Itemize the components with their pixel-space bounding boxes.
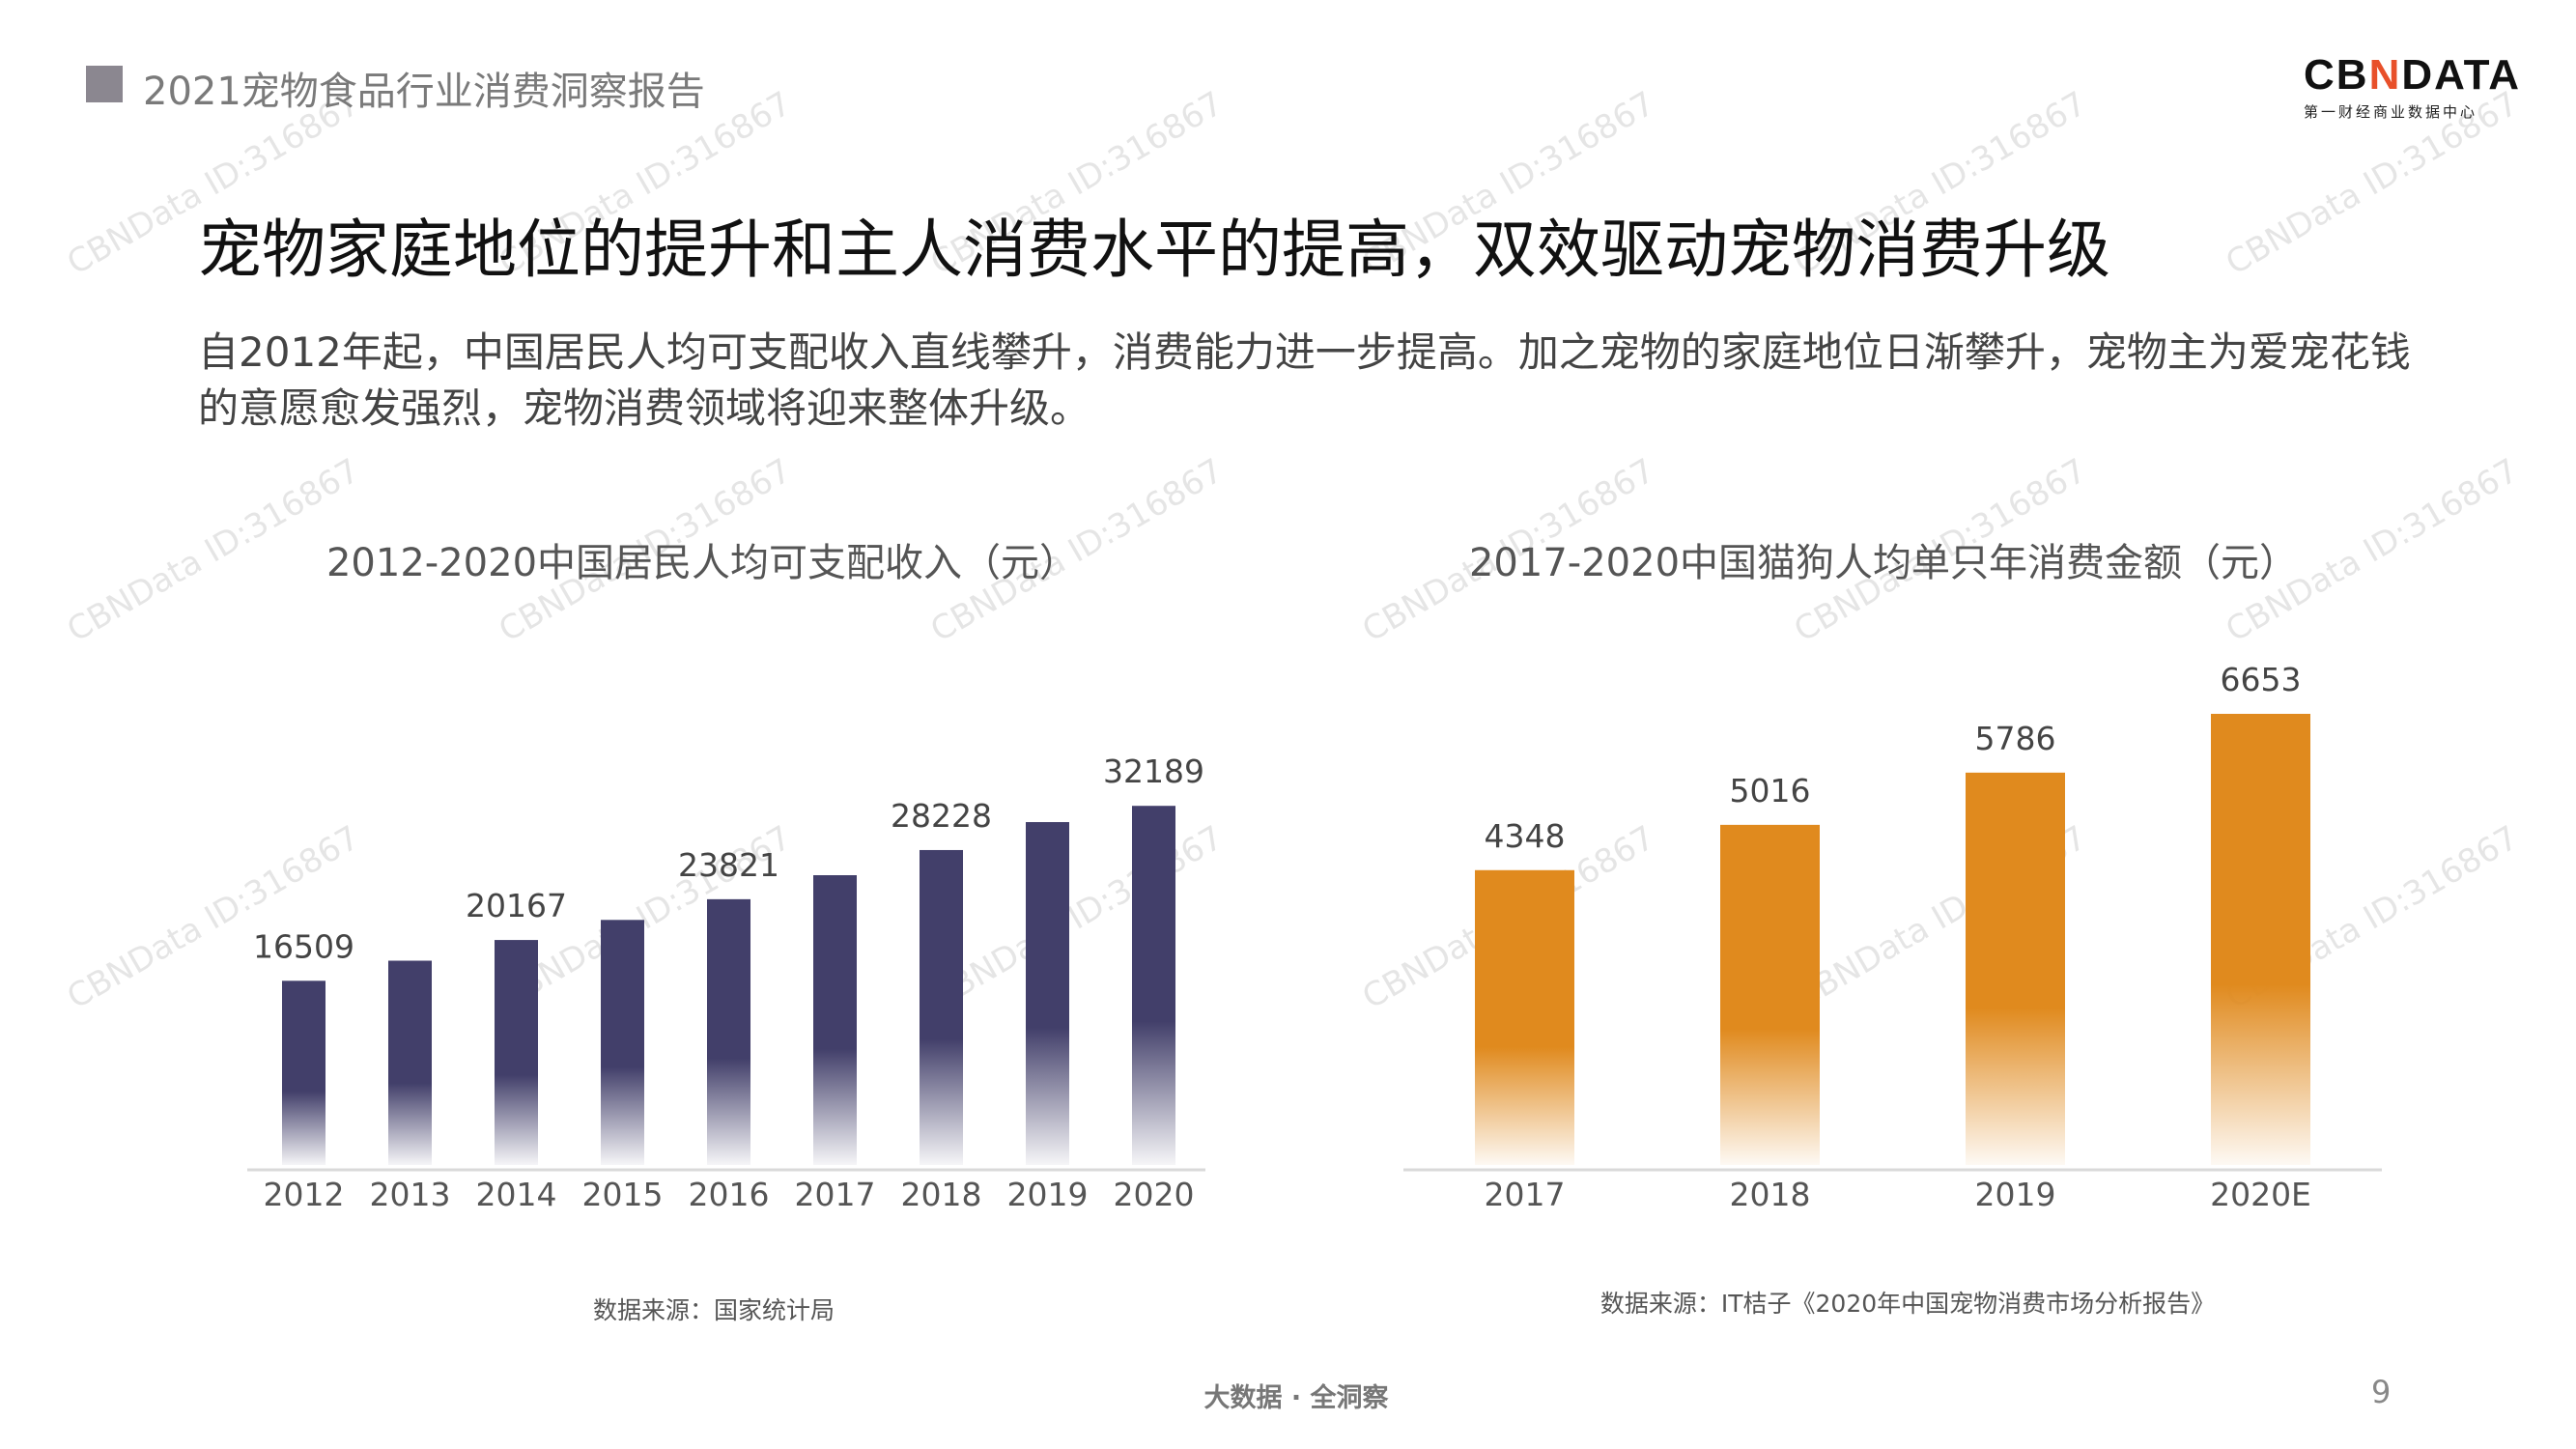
bar-2017 [813,875,857,1165]
chart1-title: 2012-2020中国居民人均可支配收入（元） [326,541,1079,585]
report-title: 2021宠物食品行业消费洞察报告 [143,70,705,114]
bar-2012 [282,980,326,1165]
data-label: 16509 [253,927,354,965]
bar-2019 [1966,772,2065,1165]
x-tick-label: 2018 [901,1176,982,1213]
data-label: 20167 [466,887,567,924]
bar-2018 [1720,824,1820,1165]
data-label: 32189 [1103,753,1204,790]
bar-2014 [495,940,538,1165]
bar-2015 [601,920,644,1165]
x-tick-label: 2018 [1730,1176,1811,1213]
bar-2020 [1132,806,1175,1165]
bar-2018 [920,849,963,1165]
bar-2016 [707,898,750,1165]
data-label: 28228 [891,797,992,835]
bar-2019 [1026,822,1069,1165]
page-title: 宠物家庭地位的提升和主人消费水平的提高，双效驱动宠物消费升级 [198,213,2110,287]
bar-2017 [1475,869,1574,1165]
x-tick-label: 2016 [689,1176,770,1213]
x-tick-label: 2019 [1007,1176,1089,1213]
intro-paragraph: 自2012年起，中国居民人均可支配收入直线攀升，消费能力进一步提高。加之宠物的家… [198,328,2411,432]
data-label: 4348 [1485,817,1566,855]
logo-tagline: 第一财经商业数据中心 [2304,103,2478,121]
x-tick-label: 2020 [1114,1176,1195,1213]
x-tick-label: 2012 [264,1176,345,1213]
x-tick-label: 2013 [370,1176,451,1213]
logo-wordmark: CBNDATA [2304,51,2522,99]
data-label: 5016 [1730,772,1811,810]
x-tick-label: 2017 [795,1176,876,1213]
chart1-source: 数据来源：国家统计局 [592,1296,835,1324]
page-number: 9 [2371,1374,2392,1410]
data-label: 23821 [678,846,779,884]
data-label: 5786 [1975,720,2056,757]
footer-slogan: 大数据 · 全洞察 [1203,1383,1389,1413]
header-marker [86,66,123,102]
x-tick-label: 2014 [476,1176,557,1213]
x-tick-label: 2015 [582,1176,664,1213]
chart2-source: 数据来源：IT桔子《2020年中国宠物消费市场分析报告》 [1599,1290,2216,1318]
x-tick-label: 2020E [2210,1176,2311,1213]
bar-2013 [388,960,432,1165]
bar-2020E [2211,713,2310,1165]
x-tick-label: 2019 [1975,1176,2056,1213]
chart2-title: 2017-2020中国猫狗人均单只年消费金额（元） [1468,541,2299,585]
x-tick-label: 2017 [1485,1176,1566,1213]
data-label: 6653 [2221,661,2302,698]
cbndata-logo: CBNDATA 第一财经商业数据中心 [2304,51,2522,122]
